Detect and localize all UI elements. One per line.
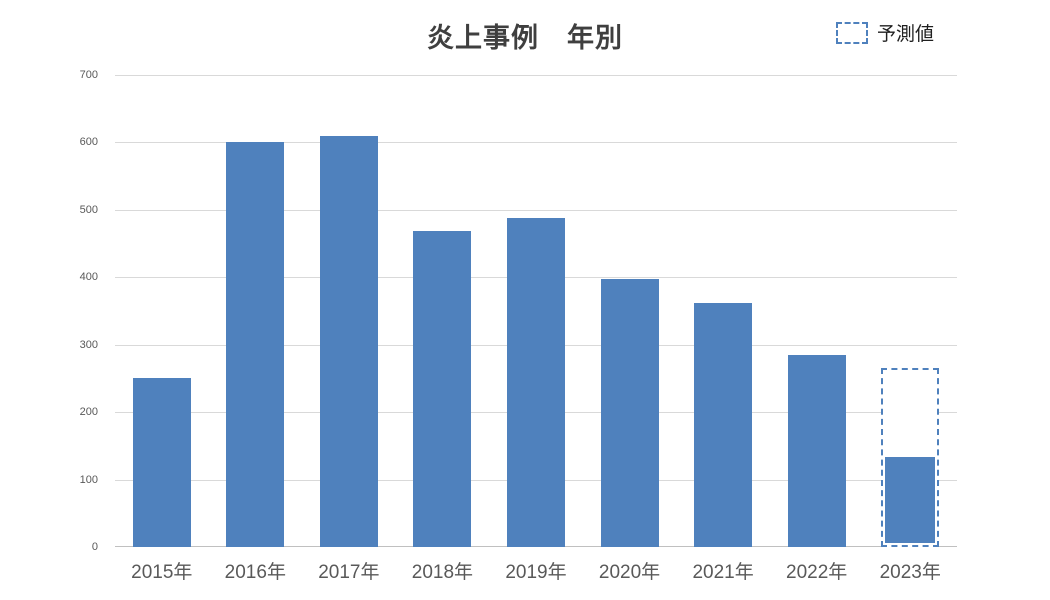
bar (226, 142, 285, 547)
forecast-legend-label: 予測値 (877, 24, 935, 45)
chart-title: 炎上事例 年別 (427, 23, 623, 53)
bar (600, 278, 659, 547)
y-tick-label: 600 (79, 136, 98, 149)
y-tick-label: 200 (79, 406, 98, 419)
forecast-bar-outline (881, 368, 940, 547)
gridline (115, 209, 957, 211)
bar (319, 135, 378, 547)
x-tick-label: 2017年 (318, 562, 380, 583)
bar (787, 354, 846, 547)
forecast-legend-swatch (836, 21, 868, 44)
y-tick-label: 100 (79, 473, 98, 486)
gridline (115, 142, 957, 144)
x-tick-label: 2020年 (598, 562, 661, 583)
y-tick-label: 300 (79, 338, 98, 351)
bar (132, 378, 191, 547)
plot-area (115, 75, 957, 547)
y-tick-label: 500 (79, 203, 98, 216)
x-tick-label: 2019年 (505, 562, 567, 583)
y-tick-label: 0 (91, 541, 98, 553)
x-tick-label: 2016年 (224, 562, 286, 583)
bar (506, 217, 565, 547)
x-tick-label: 2022年 (786, 562, 848, 583)
bar (885, 457, 936, 543)
x-tick-label: 2015年 (131, 562, 193, 583)
x-tick-label: 2023年 (879, 562, 941, 583)
y-axis-tick-labels: 0 100 200 300 400 500 600 700 (0, 69, 106, 553)
x-axis-tick-labels: 2015年 2016年 2017年 2018年 2019年 2020年 2021年 2022年… (115, 557, 957, 591)
bar (694, 302, 753, 547)
x-tick-label: 2018年 (411, 562, 474, 583)
bar (413, 231, 472, 547)
y-tick-label: 700 (79, 69, 98, 81)
gridline (115, 75, 957, 76)
legend: 予測値 (836, 19, 934, 46)
y-tick-label: 400 (79, 271, 98, 284)
x-tick-label: 2021年 (692, 562, 754, 583)
